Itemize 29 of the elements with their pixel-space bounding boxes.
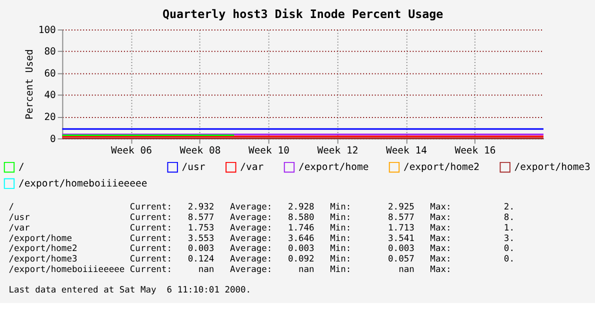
legend-label: /var xyxy=(240,162,264,174)
text: /export/home2 Current: 0.003 Average: 0.003 Min: 0.003 Max: 0. xyxy=(8,244,514,254)
text: / Current: 2.932 Average: 2.928 Min: 2.925 Max: 2. xyxy=(8,202,514,213)
x-tick-label: Week 06 xyxy=(110,145,152,156)
text: /var Current: 1.753 Average: 1.746 Min: 1.713 Max: 1. xyxy=(8,223,514,234)
y-tick-label: 100 xyxy=(38,24,56,36)
text: /usr Current: 8.577 Average: 8.580 Min: 8.577 Max: 8. xyxy=(8,213,514,224)
x-tick-label: Week 10 xyxy=(248,145,290,156)
legend-label: /usr xyxy=(182,162,206,174)
legend-label: / xyxy=(18,162,24,174)
y-tick-label: 20 xyxy=(44,112,56,123)
legend-label: /export/home2 xyxy=(403,162,480,174)
x-tick-label: Week 08 xyxy=(180,145,221,156)
y-tick-label: 60 xyxy=(44,68,56,80)
y-axis-title: Percent Used xyxy=(24,49,36,120)
x-tick-label: Week 16 xyxy=(454,145,496,156)
x-tick-label: Week 12 xyxy=(317,145,358,156)
legend-label: /export/homeboiiieeeee xyxy=(18,178,148,190)
x-tick-label: Week 14 xyxy=(386,145,428,156)
chart-title: Quarterly host3 Disk Inode Percent Usage xyxy=(162,6,444,21)
y-tick-label: 80 xyxy=(44,46,56,58)
y-tick-label: 0 xyxy=(50,134,56,145)
legend-label: /export/home xyxy=(298,162,369,174)
text: /export/home3 Current: 0.124 Average: 0.092 Min: 0.057 Max: 0. xyxy=(8,254,514,265)
text: /export/home Current: 3.553 Average: 3.646 Min: 3.541 Max: 3. xyxy=(8,234,514,244)
text: Last data entered at Sat May 6 11:10:01 2000. xyxy=(8,286,252,296)
text: /export/homeboiiieeeee Current: nan Average: nan Min: nan Max: xyxy=(8,264,452,275)
legend-label: /export/home3 xyxy=(514,162,591,174)
y-tick-label: 40 xyxy=(44,90,56,102)
